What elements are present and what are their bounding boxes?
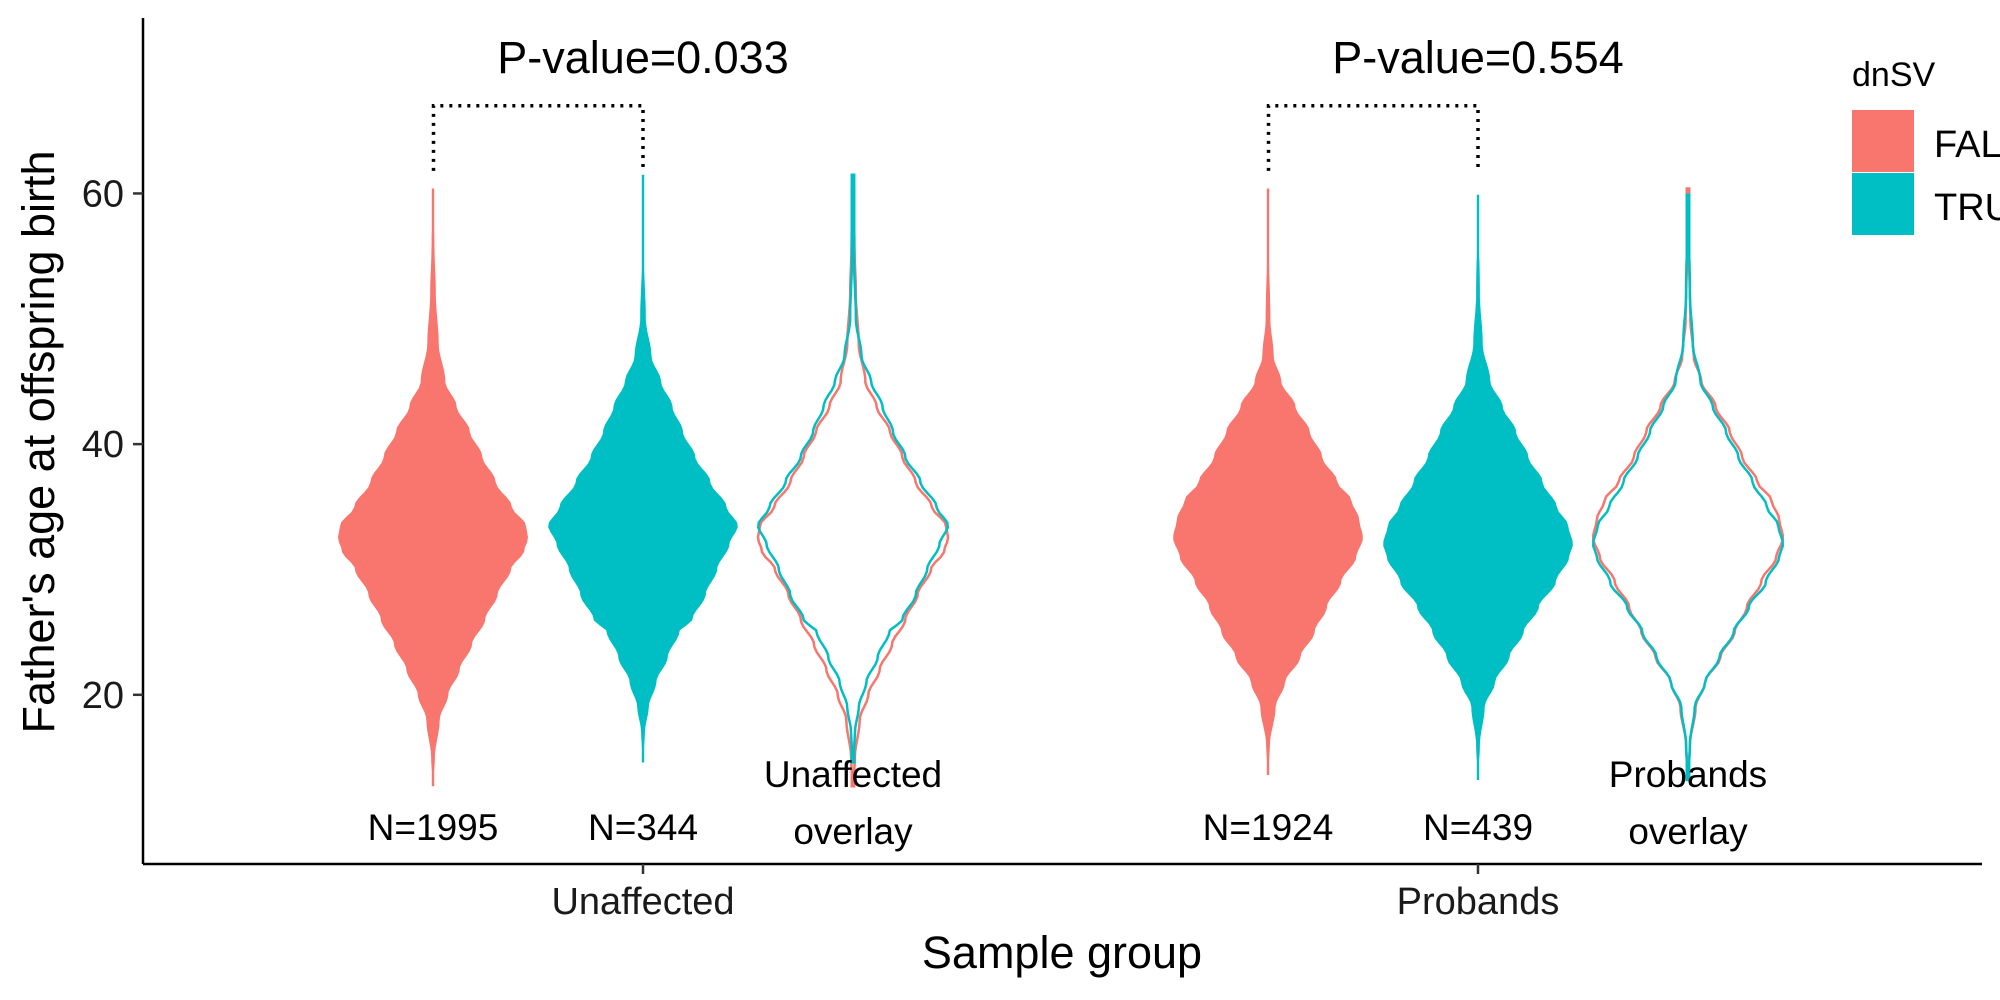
y-axis-ticks: 20 40 60	[82, 173, 143, 717]
y-axis-title: Father's age at offspring birth	[13, 150, 64, 733]
y-tick-label-20: 20	[82, 675, 124, 717]
legend: dnSV FALSE TRUE	[1852, 56, 2000, 235]
legend-swatch-false	[1852, 110, 1914, 172]
overlay-outline-unaffected-false	[756, 187, 950, 788]
x-axis-title: Sample group	[922, 927, 1202, 978]
n-label-unaffected-false: N=1995	[368, 807, 499, 848]
legend-label-true: TRUE	[1934, 187, 2000, 229]
overlay-outline-unaffected-true	[756, 173, 950, 764]
n-label-probands-false: N=1924	[1203, 807, 1334, 848]
violin-unaffected-true	[548, 174, 738, 763]
violin-probands-true	[1383, 194, 1573, 780]
n-label-probands-true: N=439	[1423, 807, 1533, 848]
y-tick-label-40: 40	[82, 424, 124, 466]
y-tick-label-60: 60	[82, 173, 124, 215]
legend-title: dnSV	[1852, 56, 1935, 94]
bracket-unaffected	[431, 103, 645, 171]
n-label-unaffected-true: N=344	[588, 807, 698, 848]
p-value-probands: P-value=0.554	[1332, 32, 1623, 83]
violin-layer	[338, 173, 1785, 788]
violin-probands-false	[1173, 188, 1363, 775]
overlay-outline-probands-true	[1591, 193, 1785, 782]
violin-unaffected-false	[338, 188, 528, 787]
overlay-outline-probands-false	[1591, 187, 1785, 777]
overlay-label-unaffected: Unaffected overlay	[764, 754, 942, 852]
annotation-layer: N=1995 N=344 Unaffected overlay P-value=0.03…	[368, 32, 1768, 852]
bracket-probands	[1266, 103, 1480, 171]
overlay-label-probands: Probands overlay	[1609, 754, 1767, 852]
x-tick-label-probands: Probands	[1397, 881, 1560, 923]
x-tick-label-unaffected: Unaffected	[551, 881, 734, 923]
x-axis-ticks: Unaffected Probands	[551, 864, 1559, 923]
legend-label-false: FALSE	[1934, 124, 2000, 166]
p-value-unaffected: P-value=0.033	[497, 32, 788, 83]
legend-swatch-true	[1852, 173, 1914, 235]
